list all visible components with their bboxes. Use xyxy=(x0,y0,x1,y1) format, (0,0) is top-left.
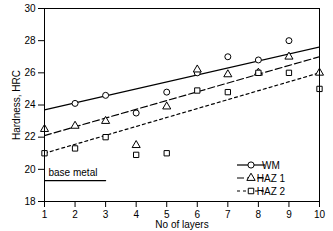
svg-text:Hardness, HRC: Hardness, HRC xyxy=(11,70,22,140)
svg-text:28: 28 xyxy=(24,35,36,46)
svg-text:8: 8 xyxy=(256,209,262,220)
svg-text:18: 18 xyxy=(24,196,36,207)
svg-text:WM: WM xyxy=(262,160,280,171)
svg-text:HAZ 1: HAZ 1 xyxy=(257,173,286,184)
svg-text:HAZ 2: HAZ 2 xyxy=(257,186,286,197)
svg-text:5: 5 xyxy=(163,208,170,220)
svg-text:9: 9 xyxy=(286,209,292,220)
svg-text:1: 1 xyxy=(42,209,48,220)
svg-text:30: 30 xyxy=(24,3,36,14)
svg-text:No of layers: No of layers xyxy=(155,219,208,230)
svg-text:20: 20 xyxy=(24,164,36,175)
svg-text:base metal: base metal xyxy=(49,167,98,178)
svg-text:24: 24 xyxy=(24,99,36,110)
svg-text:22: 22 xyxy=(24,131,36,142)
svg-text:4: 4 xyxy=(133,209,139,220)
svg-text:2: 2 xyxy=(72,209,78,220)
svg-text:3: 3 xyxy=(103,209,109,220)
svg-text:6: 6 xyxy=(194,208,201,220)
svg-text:26: 26 xyxy=(24,67,36,78)
svg-text:7: 7 xyxy=(225,209,231,220)
svg-text:10: 10 xyxy=(314,209,326,220)
